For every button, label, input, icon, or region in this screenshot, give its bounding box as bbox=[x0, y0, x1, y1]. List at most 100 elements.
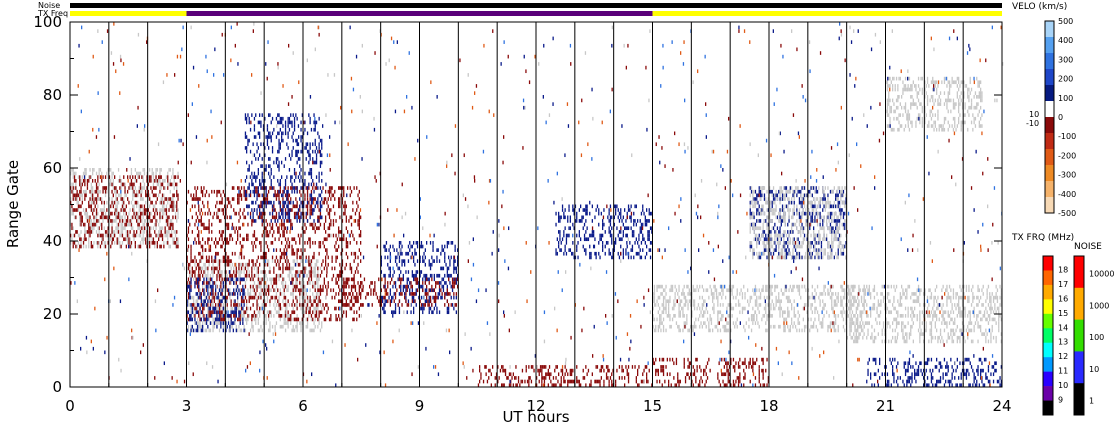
echo-cell bbox=[203, 303, 205, 307]
echo-cell bbox=[212, 284, 214, 289]
echo-cell bbox=[541, 368, 543, 373]
echo-cell bbox=[288, 270, 291, 274]
echo-cell bbox=[150, 219, 152, 223]
echo-cell bbox=[319, 310, 322, 315]
echo-cell bbox=[313, 189, 315, 194]
echo-cell bbox=[196, 317, 199, 322]
echo-cell bbox=[187, 310, 190, 315]
echo-cell bbox=[259, 281, 261, 285]
echo-cell bbox=[507, 376, 509, 380]
echo-cell bbox=[73, 241, 76, 245]
echo-cell bbox=[299, 295, 301, 300]
echo-cell bbox=[281, 226, 283, 231]
echo-cell bbox=[325, 317, 327, 322]
echo-cell bbox=[273, 200, 275, 205]
echo-cell bbox=[134, 200, 136, 205]
echo-cell bbox=[662, 317, 665, 322]
echo-cell bbox=[665, 303, 667, 307]
echo-cell bbox=[146, 208, 148, 212]
echo-cell bbox=[92, 171, 94, 176]
echo-cell bbox=[222, 277, 224, 282]
echo-cell bbox=[218, 288, 221, 293]
echo-cell bbox=[251, 182, 253, 187]
echo-cell bbox=[114, 211, 116, 216]
echo-cell bbox=[701, 306, 703, 311]
echo-cell bbox=[198, 251, 200, 256]
echo-cell bbox=[360, 292, 362, 296]
echo-cell bbox=[211, 270, 213, 274]
echo-cell bbox=[94, 222, 96, 227]
echo-cell bbox=[585, 251, 587, 256]
echo-cell bbox=[274, 281, 276, 285]
echo-cell bbox=[620, 237, 622, 242]
echo-cell bbox=[318, 314, 320, 318]
echo-cell bbox=[319, 244, 322, 249]
echo-cell bbox=[643, 211, 645, 216]
echo-cell bbox=[613, 248, 615, 252]
echo-cell bbox=[159, 211, 161, 216]
txfreq-segment-2 bbox=[652, 11, 1002, 16]
echo-cell bbox=[419, 284, 421, 289]
echo-cell bbox=[204, 270, 206, 274]
echo-cell bbox=[678, 310, 680, 315]
echo-cell bbox=[265, 230, 267, 234]
echo-cell bbox=[295, 324, 297, 329]
echo-cell bbox=[271, 324, 274, 329]
echo-cell bbox=[599, 368, 601, 373]
echo-cell bbox=[165, 233, 168, 238]
echo-cell bbox=[358, 292, 360, 296]
echo-cell bbox=[299, 288, 301, 293]
echo-cell bbox=[693, 288, 696, 293]
echo-cell bbox=[224, 299, 226, 304]
echo-cell bbox=[242, 284, 244, 289]
echo-cell bbox=[204, 226, 206, 231]
echo-cell bbox=[137, 244, 139, 249]
echo-cell bbox=[252, 244, 254, 249]
echo-cell bbox=[257, 215, 259, 220]
echo-cell bbox=[134, 233, 136, 238]
echo-cell bbox=[253, 193, 256, 198]
echo-cell bbox=[426, 299, 428, 304]
echo-cell bbox=[300, 328, 302, 333]
echo-cell bbox=[426, 277, 428, 282]
echo-cell bbox=[323, 237, 325, 242]
echo-cell bbox=[340, 237, 342, 242]
echo-cell bbox=[674, 314, 676, 318]
echo-cell bbox=[358, 288, 360, 293]
echo-cell bbox=[278, 211, 280, 216]
echo-cell bbox=[429, 273, 432, 278]
echo-cell bbox=[661, 310, 663, 315]
echo-cell bbox=[560, 368, 562, 373]
echo-cell bbox=[389, 244, 391, 249]
echo-cell bbox=[205, 226, 208, 231]
echo-cell bbox=[224, 248, 226, 252]
echo-cell bbox=[629, 215, 631, 220]
echo-cell bbox=[705, 306, 707, 311]
echo-cell bbox=[653, 317, 656, 322]
echo-cell bbox=[322, 288, 324, 293]
echo-cell bbox=[149, 230, 151, 234]
echo-cell bbox=[123, 208, 125, 212]
echo-cell bbox=[541, 365, 543, 369]
echo-cell bbox=[291, 328, 293, 333]
echo-cell bbox=[217, 314, 219, 318]
echo-cell bbox=[429, 306, 432, 311]
echo-cell bbox=[86, 179, 89, 183]
echo-cell bbox=[303, 314, 305, 318]
echo-cell bbox=[209, 303, 212, 307]
echo-cell bbox=[104, 215, 107, 220]
echo-cell bbox=[380, 255, 382, 260]
echo-cell bbox=[325, 189, 327, 194]
echo-cell bbox=[314, 273, 316, 278]
echo-cell bbox=[315, 281, 318, 285]
echo-cell bbox=[256, 270, 258, 274]
echo-cell bbox=[331, 266, 333, 271]
echo-cell bbox=[563, 230, 565, 234]
echo-cell bbox=[622, 230, 624, 234]
echo-cell bbox=[296, 204, 298, 209]
echo-cell bbox=[662, 288, 665, 293]
echo-cell bbox=[73, 186, 76, 190]
echo-cell bbox=[314, 222, 316, 227]
echo-cell bbox=[209, 244, 212, 249]
echo-cell bbox=[72, 197, 74, 201]
